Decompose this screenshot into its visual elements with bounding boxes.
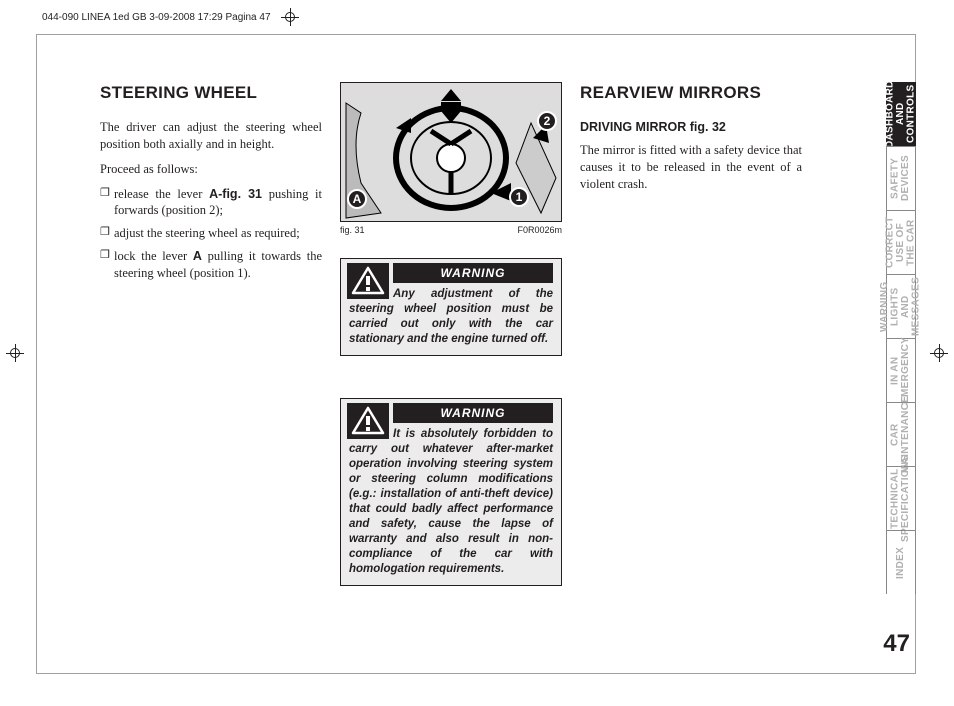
heading-steering-wheel: STEERING WHEEL <box>100 82 322 105</box>
tab-correct-use[interactable]: CORRECT USE OF THE CAR <box>886 210 916 274</box>
warning-box-1: WARNING Any adjustment of the steering w… <box>340 258 562 356</box>
body-text: The mirror is fitted with a safety devic… <box>580 142 802 193</box>
list-item: adjust the steering wheel as required; <box>100 225 322 242</box>
header-text: 044-090 LINEA 1ed GB 3-09-2008 17:29 Pag… <box>42 12 271 23</box>
tab-tech-specs[interactable]: TECHNICAL SPECIFICATIONS <box>886 466 916 530</box>
column-rearview-mirrors: REARVIEW MIRRORS DRIVING MIRROR fig. 32 … <box>580 82 802 586</box>
page-content: STEERING WHEEL The driver can adjust the… <box>100 82 870 586</box>
section-tabs: DASHBOARD AND CONTROLS SAFETY DEVICES CO… <box>886 82 916 594</box>
crop-mark-left <box>0 338 30 368</box>
figure-label: fig. 31 <box>340 224 365 236</box>
tab-dashboard-controls[interactable]: DASHBOARD AND CONTROLS <box>886 82 916 146</box>
print-header: 044-090 LINEA 1ed GB 3-09-2008 17:29 Pag… <box>42 8 299 26</box>
steering-wheel-illustration <box>341 83 562 222</box>
page-number: 47 <box>883 630 910 658</box>
heading-rearview-mirrors: REARVIEW MIRRORS <box>580 82 802 105</box>
subheading-driving-mirror: DRIVING MIRROR fig. 32 <box>580 119 802 136</box>
callout-1: 1 <box>509 187 529 207</box>
body-text: Proceed as follows: <box>100 161 322 178</box>
warning-triangle-icon <box>347 403 389 439</box>
body-text: The driver can adjust the steering wheel… <box>100 119 322 153</box>
column-steering-wheel: STEERING WHEEL The driver can adjust the… <box>100 82 322 586</box>
tab-warning-lights[interactable]: WARNING LIGHTS AND MESSAGES <box>886 274 916 338</box>
warning-triangle-icon <box>347 263 389 299</box>
list-item: lock the lever A pulling it towards the … <box>100 248 322 282</box>
warning-box-2: WARNING It is absolutely forbidden to ca… <box>340 398 562 586</box>
column-figure-warnings: A 1 2 fig. 31 F0R0026m WARNING Any adjus… <box>340 82 562 586</box>
figure-code: F0R0026m <box>517 224 562 236</box>
callout-2: 2 <box>537 111 557 131</box>
registration-mark <box>281 8 299 26</box>
tab-emergency[interactable]: IN AN EMERGENCY <box>886 338 916 402</box>
warning-text: It is absolutely forbidden to carry out … <box>349 427 553 576</box>
procedure-list: release the lever A-fig. 31 pushing it f… <box>100 186 322 282</box>
figure-caption: fig. 31 F0R0026m <box>340 224 562 236</box>
tab-index[interactable]: INDEX <box>886 530 916 594</box>
warning-header: WARNING <box>393 403 553 423</box>
figure-31: A 1 2 <box>340 82 562 222</box>
callout-a: A <box>347 189 367 209</box>
list-item: release the lever A-fig. 31 pushing it f… <box>100 186 322 220</box>
warning-header: WARNING <box>393 263 553 283</box>
tab-safety-devices[interactable]: SAFETY DEVICES <box>886 146 916 210</box>
crop-mark-right <box>924 338 954 368</box>
